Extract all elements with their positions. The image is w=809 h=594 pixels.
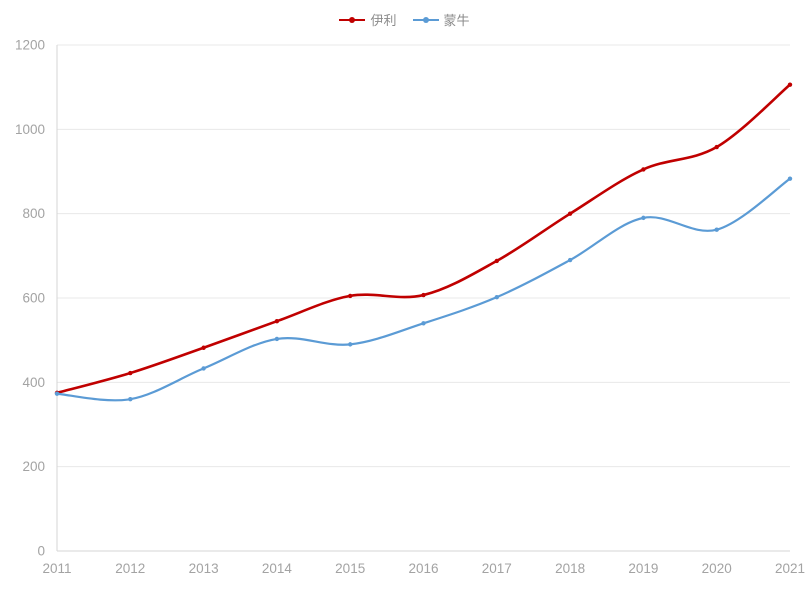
series-line-yili bbox=[55, 83, 792, 395]
data-point-mengniu bbox=[274, 336, 280, 342]
data-point-yili bbox=[201, 345, 206, 350]
data-point-yili bbox=[494, 258, 499, 264]
data-point-yili bbox=[787, 82, 793, 87]
data-point-mengniu bbox=[201, 366, 206, 371]
data-point-mengniu bbox=[714, 227, 719, 232]
y-axis-label: 600 bbox=[22, 291, 45, 306]
x-axis-label: 2015 bbox=[335, 561, 365, 576]
legend-line-marker-icon bbox=[412, 15, 439, 25]
data-point-mengniu bbox=[348, 342, 353, 347]
chart-legend: 伊利 蒙牛 bbox=[0, 10, 809, 29]
y-axis-label: 0 bbox=[37, 544, 45, 559]
data-point-yili bbox=[421, 292, 426, 298]
legend-label-mengniu: 蒙牛 bbox=[443, 13, 470, 28]
series-line-mengniu bbox=[55, 177, 792, 402]
x-axis-label: 2012 bbox=[115, 561, 145, 576]
data-point-yili bbox=[348, 293, 353, 299]
x-axis-label: 2016 bbox=[408, 561, 438, 576]
x-axis-label: 2021 bbox=[775, 561, 805, 576]
y-axis-label: 800 bbox=[22, 206, 45, 221]
data-point-mengniu bbox=[54, 391, 60, 396]
legend-label-yili: 伊利 bbox=[370, 13, 397, 28]
data-point-mengniu bbox=[787, 176, 793, 181]
legend-item-mengniu[interactable]: 蒙牛 bbox=[412, 10, 470, 29]
data-point-yili bbox=[714, 144, 719, 150]
data-point-yili bbox=[567, 211, 573, 216]
y-axis-label: 1000 bbox=[15, 122, 45, 137]
x-axis-label: 2017 bbox=[482, 561, 512, 576]
y-axis-label: 1200 bbox=[15, 38, 45, 53]
x-axis-label: 2011 bbox=[42, 561, 71, 576]
x-axis-label: 2018 bbox=[555, 561, 585, 576]
data-point-mengniu bbox=[421, 321, 426, 326]
legend-item-yili[interactable]: 伊利 bbox=[339, 10, 397, 29]
y-axis-label: 400 bbox=[22, 375, 45, 390]
data-point-mengniu bbox=[128, 397, 133, 402]
x-axis-label: 2020 bbox=[702, 561, 732, 576]
data-point-yili bbox=[274, 318, 280, 324]
legend-line-marker-icon bbox=[339, 15, 366, 25]
data-point-yili bbox=[128, 370, 133, 376]
data-point-mengniu bbox=[567, 257, 573, 263]
x-axis-label: 2014 bbox=[262, 561, 293, 576]
x-axis-label: 2013 bbox=[189, 561, 219, 576]
data-point-yili bbox=[641, 167, 646, 172]
y-axis-label: 200 bbox=[22, 459, 45, 474]
data-point-mengniu bbox=[641, 215, 646, 221]
data-point-mengniu bbox=[494, 294, 499, 300]
x-axis-label: 2019 bbox=[628, 561, 658, 576]
